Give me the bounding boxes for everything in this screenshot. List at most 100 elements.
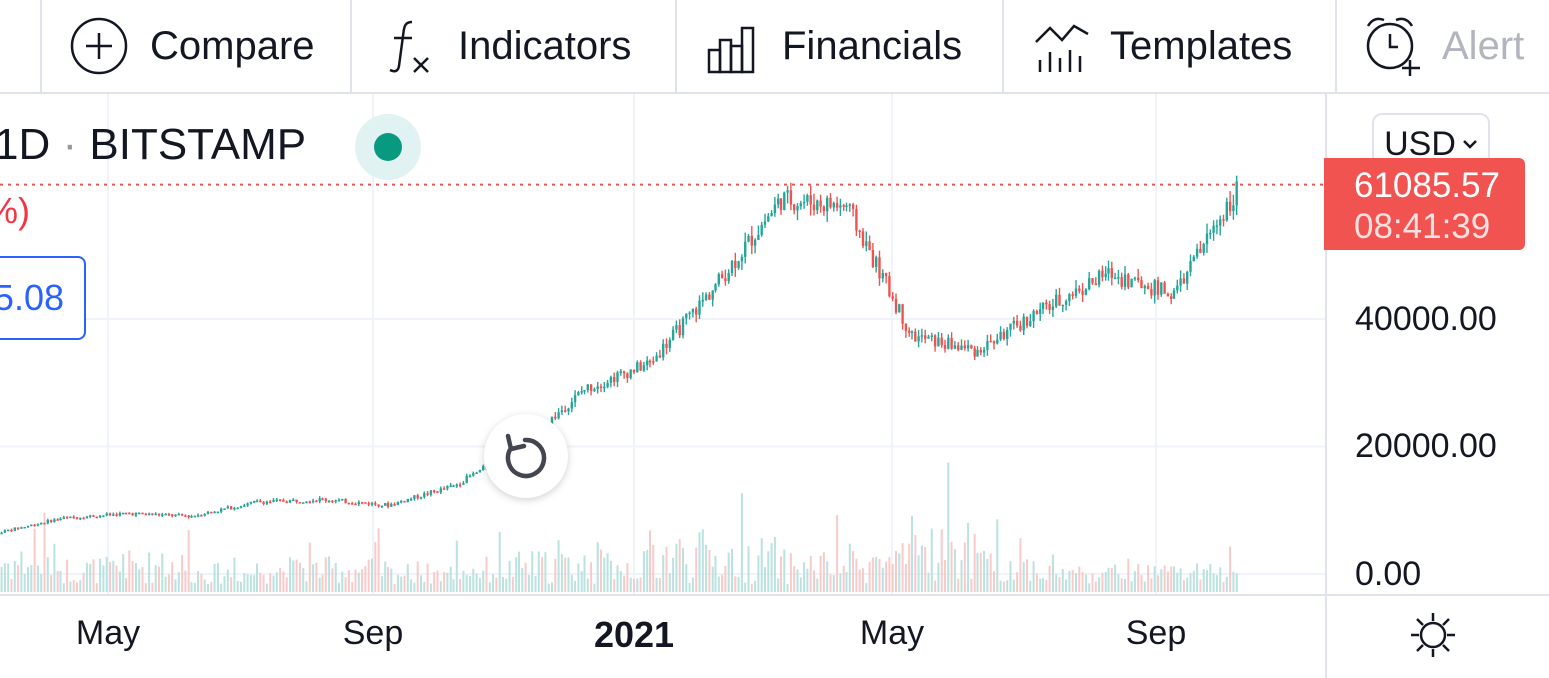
candle-body	[236, 507, 239, 510]
volume-bar	[839, 573, 842, 592]
volume-bar	[783, 549, 786, 592]
candle-body	[341, 498, 344, 501]
candle-body	[963, 345, 966, 349]
candle-body	[216, 511, 220, 514]
candle-body	[239, 506, 243, 508]
candle-body	[717, 274, 720, 285]
volume-bar	[1039, 578, 1042, 592]
financials-label: Financials	[782, 23, 963, 68]
bar-countdown: 08:41:39	[1354, 207, 1491, 246]
candle-body	[757, 234, 760, 240]
volume-bar	[151, 582, 154, 592]
candle-body	[812, 204, 816, 211]
compare-button[interactable]: Compare	[70, 0, 315, 92]
time-scale[interactable]	[0, 594, 1325, 678]
volume-bar	[10, 578, 13, 592]
price-chart[interactable]	[0, 94, 1325, 594]
candle-body	[403, 501, 406, 503]
volume-bar	[999, 580, 1002, 592]
candle-body	[292, 499, 295, 502]
candle-body	[740, 256, 744, 262]
time-tick: Sep	[1125, 614, 1187, 652]
volume-bar	[829, 574, 832, 592]
volume-bar	[1094, 581, 1097, 592]
candle-body	[917, 336, 920, 342]
volume-bar	[384, 561, 387, 592]
volume-bar	[122, 554, 125, 592]
volume-bar	[819, 555, 822, 592]
volume-bar	[672, 557, 675, 592]
volume-bar	[1170, 566, 1173, 592]
volume-bar	[682, 548, 684, 592]
candle-body	[157, 513, 161, 516]
market-status-indicator[interactable]	[355, 114, 421, 180]
candle-body	[603, 386, 606, 389]
candle-body	[1133, 277, 1137, 280]
volume-bar	[855, 558, 858, 592]
volume-bar	[586, 578, 589, 592]
candle-body	[675, 325, 678, 330]
candle-body	[409, 498, 413, 501]
volume-bar	[269, 573, 272, 592]
volume-bar	[518, 551, 520, 592]
indicators-button[interactable]: Indicators	[386, 0, 631, 92]
candle-body	[711, 290, 714, 300]
candle-body	[1160, 282, 1163, 295]
candle-body	[184, 515, 187, 517]
chevron-down-icon	[1463, 140, 1477, 149]
candle-body	[894, 298, 898, 313]
volume-bar	[970, 578, 973, 592]
volume-bar	[190, 582, 193, 592]
templates-button[interactable]: Templates	[1034, 0, 1292, 92]
volume-bar	[740, 493, 743, 592]
volume-bar	[799, 577, 802, 592]
volume-bar	[691, 577, 694, 592]
volume-bar	[85, 562, 88, 592]
volume-bar	[891, 564, 894, 592]
candle-body	[704, 294, 708, 300]
candle-body	[1015, 320, 1019, 326]
volume-bar	[158, 566, 160, 592]
last-price-label: 61085.57 08:41:39	[1324, 158, 1525, 250]
candle-body	[560, 410, 564, 413]
volume-bar	[344, 577, 347, 592]
price-scale[interactable]	[1325, 94, 1549, 594]
reset-chart-button[interactable]	[484, 414, 568, 498]
candle-body	[384, 503, 387, 506]
financials-button[interactable]: Financials	[706, 0, 962, 92]
candle-body	[272, 500, 275, 502]
currency-selector[interactable]: USD	[1372, 113, 1490, 175]
volume-bar	[508, 560, 511, 592]
volume-bar	[845, 572, 848, 592]
candle-body	[331, 500, 334, 503]
volume-bar	[334, 562, 337, 592]
volume-bar	[1133, 571, 1136, 592]
candle-body	[131, 513, 134, 516]
volume-bar	[321, 574, 324, 592]
candle-body	[845, 205, 848, 208]
candle-body	[269, 501, 272, 504]
candle-body	[629, 369, 632, 378]
candle-body	[1097, 270, 1101, 285]
time-tick: Sep	[342, 614, 404, 652]
volume-bar	[724, 566, 727, 592]
volume-bar	[236, 580, 239, 592]
candle-body	[770, 212, 773, 217]
candle-body	[1110, 268, 1113, 278]
candle-body	[777, 198, 780, 205]
candle-body	[1199, 248, 1202, 253]
volume-bar	[989, 553, 992, 592]
candle-body	[171, 514, 174, 516]
volume-bar	[908, 543, 911, 592]
chart-settings-button[interactable]	[1408, 610, 1458, 665]
alert-label: Alert	[1442, 23, 1525, 68]
candle-body	[924, 335, 927, 339]
volume-bar	[1032, 561, 1035, 592]
volume-bar	[200, 573, 203, 592]
chart-pane[interactable]	[0, 94, 1325, 594]
candle-body	[370, 503, 374, 505]
volume-bar	[226, 569, 229, 592]
chart-type-button[interactable]	[0, 0, 30, 92]
alert-button[interactable]: Alert	[1364, 0, 1544, 92]
symbol-legend[interactable]: 1D · BITSTAMP	[0, 120, 306, 170]
